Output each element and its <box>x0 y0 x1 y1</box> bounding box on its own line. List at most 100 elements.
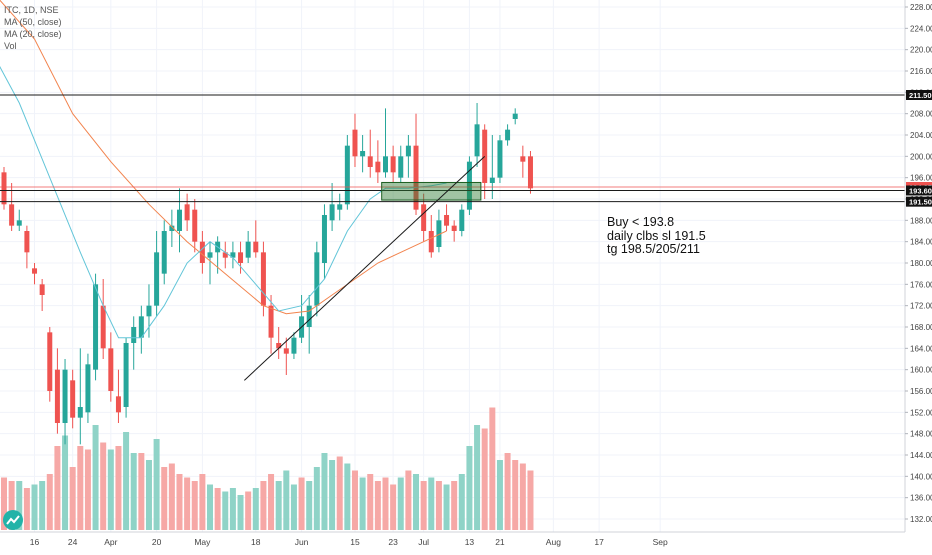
logo-icon <box>6 515 20 525</box>
candle-body <box>474 124 480 157</box>
candle-body <box>329 204 335 221</box>
tick-label: 168.00 <box>910 323 932 332</box>
tick-label: 132.00 <box>910 515 932 524</box>
candle-body <box>161 231 167 274</box>
volume-bar <box>321 453 328 530</box>
tick-label: 156.00 <box>910 387 932 396</box>
candle-body <box>192 209 198 242</box>
volume-bar <box>1 477 7 530</box>
price-axis[interactable]: 132.00 136.00 140.00 144.00 148.00 152.00 156.… <box>904 0 932 532</box>
volume-bar <box>138 453 145 530</box>
volume-bar <box>344 463 351 530</box>
tick-label: 180.00 <box>910 259 932 268</box>
drawings[interactable] <box>0 94 905 381</box>
volume-bar <box>8 481 15 530</box>
candle-body <box>352 129 358 157</box>
tick-label: 140.00 <box>910 472 932 481</box>
candle-body <box>497 140 503 178</box>
volume-bar <box>168 463 175 530</box>
candle-body <box>360 151 366 157</box>
candle-body <box>222 252 228 258</box>
candle-body <box>337 204 343 210</box>
grid-lines <box>0 0 905 532</box>
candle-body <box>344 145 350 205</box>
candle-body <box>444 215 450 226</box>
volume-bar <box>46 474 53 530</box>
time-axis[interactable]: 16 24 Apr 20 May 18 Jun 15 23 Jul 13 21 Aug 17 Sep <box>0 531 905 547</box>
tradingview-logo[interactable] <box>3 510 23 530</box>
ma20-line <box>0 65 447 339</box>
candle-body <box>321 215 327 263</box>
price-badge-label: 211.50 <box>909 91 932 100</box>
price-badge <box>906 185 932 196</box>
volume-bar <box>62 435 69 530</box>
tick-label: 204.00 <box>910 131 932 140</box>
candle-body <box>85 364 91 413</box>
volume-bar <box>298 477 305 530</box>
tick-label: 17 <box>594 537 604 547</box>
volume-bar <box>466 446 473 530</box>
tick-label: Apr <box>104 537 117 547</box>
candle-body <box>238 252 244 263</box>
volume-bar <box>199 474 206 530</box>
tick-label: 18 <box>251 537 261 547</box>
volume-bar <box>405 470 412 530</box>
volume-bar <box>237 495 244 530</box>
candle-body <box>527 156 533 189</box>
candle-body <box>176 209 182 231</box>
legend-ma50[interactable]: MA (50, close) <box>4 17 62 27</box>
annotation-line-1: Buy < 193.8 <box>607 215 674 229</box>
tick-label: 188.00 <box>910 216 932 225</box>
legend-vol[interactable]: Vol <box>4 41 17 51</box>
volume-bar <box>313 467 320 530</box>
tick-label: 220.00 <box>910 46 932 55</box>
volume-bar <box>420 481 427 530</box>
volume-bar <box>504 453 511 530</box>
tick-label: 176.00 <box>910 280 932 289</box>
volume-bar <box>245 491 252 530</box>
candle-body <box>1 172 7 205</box>
candle-body <box>459 209 465 231</box>
candle-body <box>32 268 38 274</box>
volume-bar <box>153 439 160 530</box>
tick-label: 164.00 <box>910 344 932 353</box>
candle-body <box>9 204 15 226</box>
tick-label: 20 <box>152 537 162 547</box>
candle-body <box>169 225 175 231</box>
candle-body <box>138 316 144 338</box>
legend-ma20[interactable]: MA (20, close) <box>4 29 62 39</box>
volume-bar <box>252 488 259 530</box>
volume-bar <box>519 463 526 530</box>
volume-bar <box>92 425 99 530</box>
candle-body <box>375 161 381 173</box>
volume-bar <box>397 477 404 530</box>
volume-bar <box>176 474 183 530</box>
candle-body <box>421 204 427 231</box>
volume-bar <box>84 449 91 530</box>
annotation-line-2: daily clbs sl 191.5 <box>607 229 706 243</box>
candle-body <box>146 305 152 317</box>
candle-body <box>154 252 160 306</box>
ma50-line <box>0 0 447 315</box>
legend-symbol[interactable]: ITC, 1D, NSE <box>4 5 59 15</box>
candle-body <box>268 305 274 338</box>
annotation-text[interactable]: Buy < 193.8 daily clbs sl 191.5 tg 198.5… <box>607 215 706 256</box>
candle-body <box>428 231 434 253</box>
candle-body <box>93 284 99 370</box>
candle-body <box>123 343 129 407</box>
candle-body <box>405 145 411 157</box>
price-badge-label: 191.50 <box>909 198 932 207</box>
volume-bar <box>100 442 107 530</box>
tick-label: Jun <box>295 537 309 547</box>
candle-body <box>489 177 495 183</box>
volume-bar <box>306 481 313 530</box>
candle-body <box>283 348 289 354</box>
candle-body <box>260 252 266 306</box>
volume-bar <box>115 446 122 530</box>
candle-body <box>253 241 259 253</box>
tick-label: Sep <box>653 537 668 547</box>
tick-label: 21 <box>495 537 505 547</box>
